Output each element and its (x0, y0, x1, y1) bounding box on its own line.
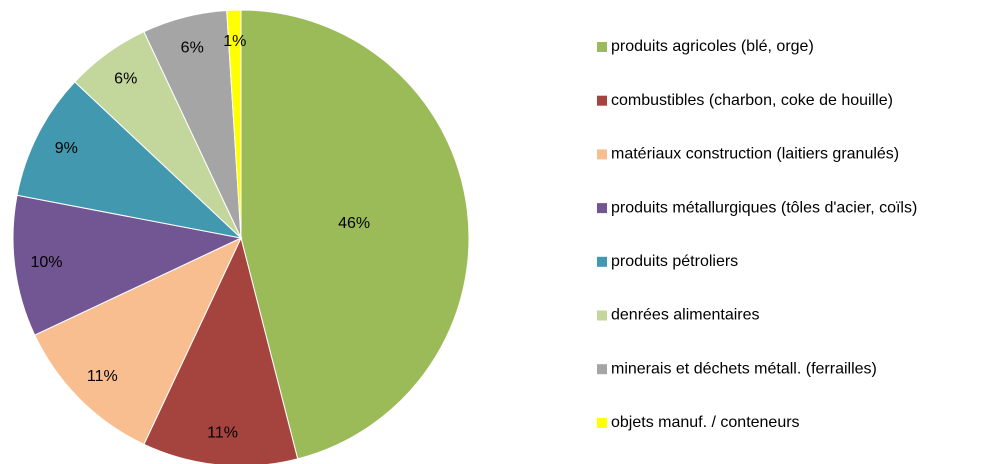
legend-label: denrées alimentaires (611, 307, 760, 324)
legend-swatch (597, 95, 607, 106)
data-label: 46% (338, 215, 370, 232)
legend-swatch (597, 310, 607, 321)
data-label: 1% (223, 33, 246, 50)
data-label: 11% (87, 368, 118, 385)
legend-swatch (597, 203, 607, 214)
legend-swatch (597, 364, 607, 375)
legend-label: produits métallurgiques (tôles d'acier, … (611, 199, 917, 216)
legend-swatch (597, 149, 607, 160)
legend-label: minerais et déchets métall. (ferrailles) (611, 360, 877, 377)
pie-slice (143, 236, 299, 464)
pie-slice (240, 9, 470, 460)
legend-label: matériaux construction (laitiers granulé… (611, 146, 899, 163)
legend-swatch (597, 256, 607, 267)
pie-slice (16, 81, 243, 239)
data-label: 11% (207, 424, 238, 441)
legend-label: produits agricoles (blé, orge) (611, 38, 814, 55)
data-label: 10% (30, 254, 62, 271)
legend-label: combustibles (charbon, coke de houille) (611, 92, 893, 109)
pie-slice (226, 9, 242, 239)
legend-swatch (597, 417, 607, 428)
legend-label: produits pétroliers (611, 253, 738, 270)
legend-label: objets manuf. / conteneurs (611, 414, 800, 431)
data-label: 6% (114, 71, 137, 88)
data-label: 6% (181, 39, 204, 56)
legend-swatch (597, 42, 607, 52)
pie-slice (34, 236, 243, 445)
data-label: 9% (55, 140, 78, 157)
pie-slice (12, 194, 243, 336)
